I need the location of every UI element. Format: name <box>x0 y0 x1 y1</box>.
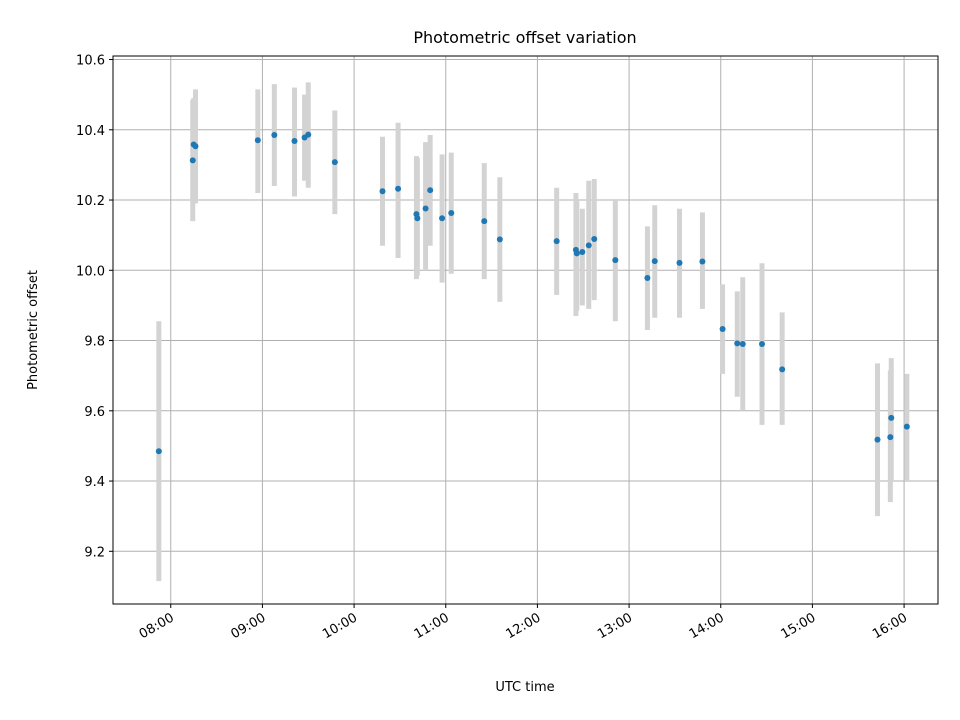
y-tick-label: 10.6 <box>76 54 105 69</box>
y-tick-label: 9.4 <box>84 475 105 490</box>
y-tick-label: 10.2 <box>76 194 105 209</box>
data-point <box>579 249 586 256</box>
data-point <box>291 138 298 145</box>
data-point <box>719 325 726 332</box>
y-tick-label: 9.8 <box>84 335 105 350</box>
y-axis-label: Photometric offset <box>26 270 41 390</box>
data-point <box>496 236 503 243</box>
data-point <box>481 218 488 225</box>
data-point <box>439 215 446 222</box>
data-point <box>414 215 421 222</box>
data-point <box>591 236 598 243</box>
data-point <box>254 137 261 144</box>
grid-lines <box>113 56 938 604</box>
data-point <box>739 341 746 348</box>
data-point <box>395 185 402 192</box>
data-point <box>699 258 706 265</box>
y-tick-label: 10.0 <box>76 264 105 279</box>
data-point <box>573 250 580 257</box>
data-point <box>888 414 895 421</box>
y-tick-label: 9.2 <box>84 545 105 560</box>
data-point <box>192 143 199 150</box>
data-point <box>448 210 455 217</box>
data-point <box>644 275 651 282</box>
data-point <box>585 242 592 249</box>
data-point <box>734 340 741 347</box>
y-tick-label: 10.4 <box>76 124 105 139</box>
data-point <box>676 259 683 266</box>
data-point <box>271 132 278 139</box>
y-tick-label: 9.6 <box>84 405 105 420</box>
data-point <box>553 238 560 245</box>
data-point <box>759 341 765 348</box>
y-axis-ticks: 9.2 9.4 9.6 9.8 10.0 10.2 10.4 10.6 <box>76 54 113 560</box>
data-point <box>779 366 786 373</box>
data-points <box>155 131 910 455</box>
chart-title: Photometric offset variation <box>413 28 636 47</box>
data-point <box>903 423 910 430</box>
data-point <box>887 434 894 441</box>
data-point <box>379 188 386 195</box>
data-point <box>331 159 338 166</box>
data-point <box>427 187 434 194</box>
x-axis-label: UTC time <box>495 680 554 695</box>
data-point <box>422 205 429 212</box>
data-point <box>305 131 312 138</box>
data-point <box>155 448 162 455</box>
data-point <box>612 257 619 264</box>
plot-frame <box>112 55 939 605</box>
data-point <box>874 436 881 443</box>
data-point <box>189 157 196 164</box>
data-point <box>651 258 658 265</box>
